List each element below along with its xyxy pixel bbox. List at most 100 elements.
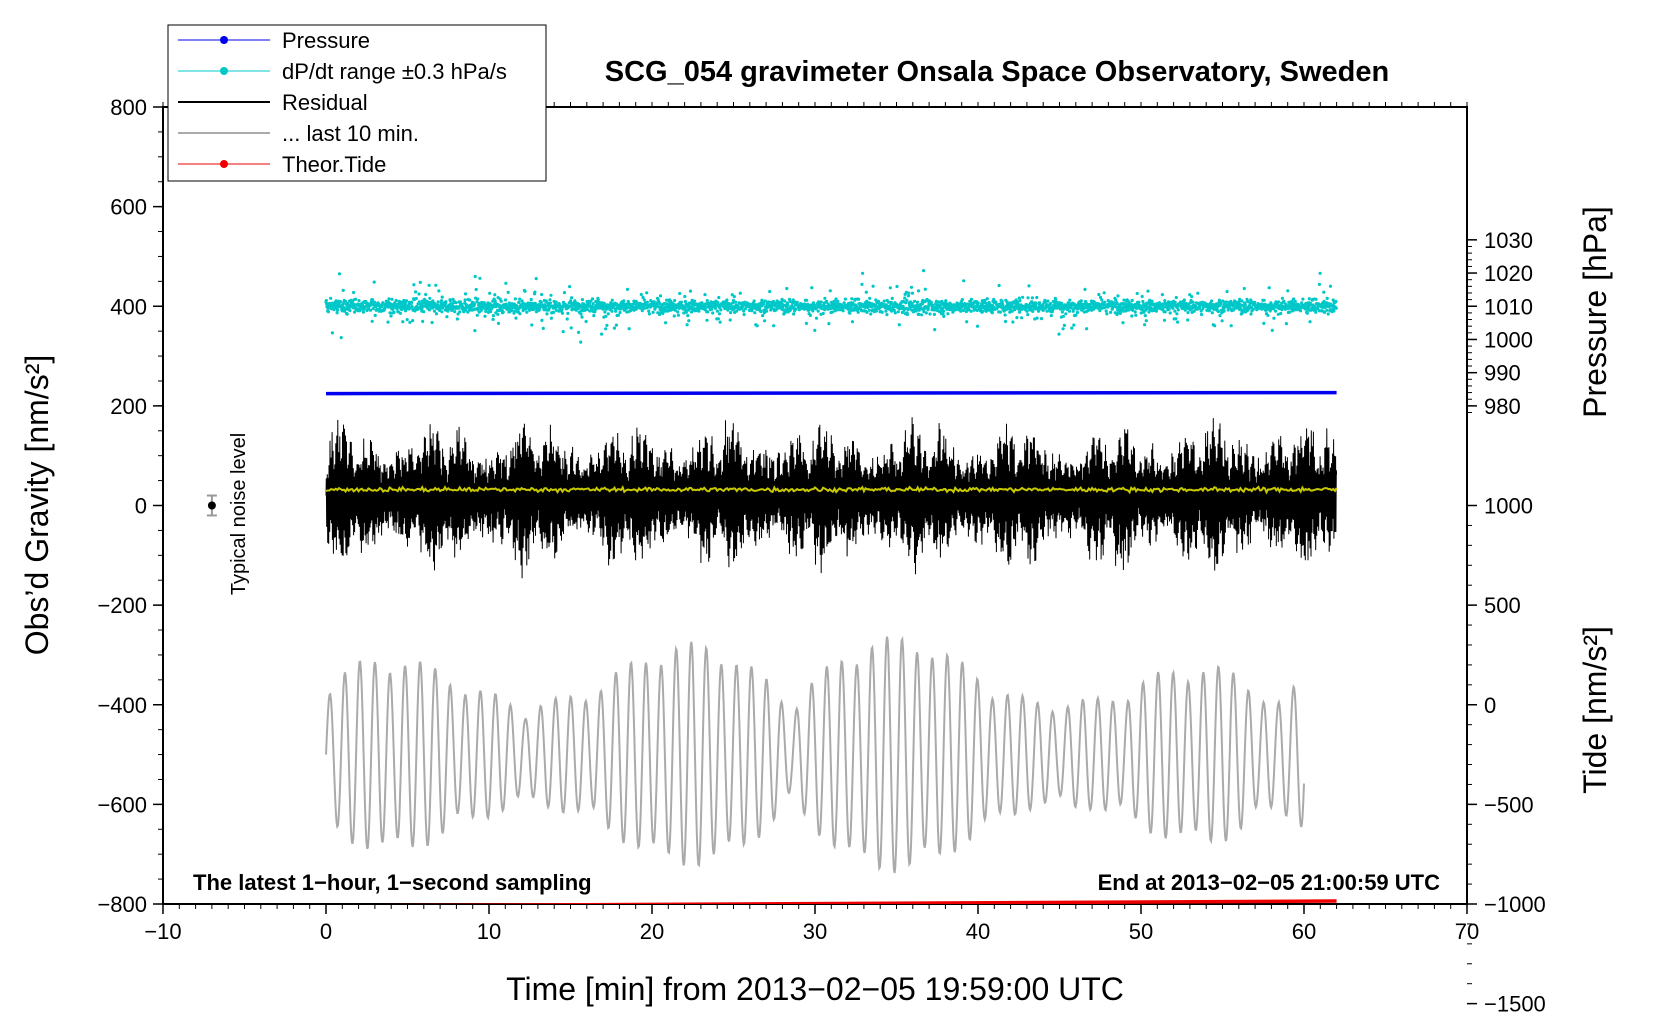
dpdt-point [755,324,759,328]
dpdt-point [842,301,846,305]
dpdt-point [387,297,391,301]
dpdt-point [337,272,342,276]
dpdt-point [692,299,697,303]
dpdt-point [412,283,416,287]
dpdt-point [372,280,376,284]
pressure-tick-label: 1020 [1484,261,1533,286]
dpdt-point [1054,298,1058,302]
dpdt-point [718,305,722,310]
dpdt-point [392,310,396,315]
dpdt-point [589,299,593,303]
dpdt-point [625,287,630,291]
dpdt-point [912,299,917,303]
dpdt-point [600,332,604,336]
dpdt-point [444,300,448,304]
dpdt-point [816,309,820,313]
dpdt-point [1070,326,1074,330]
dpdt-point [884,309,888,313]
dpdt-point [1057,332,1061,336]
dpdt-point [715,309,720,313]
dpdt-point [627,327,631,331]
dpdt-point [1175,305,1179,310]
dpdt-point [473,329,477,333]
dpdt-point [717,295,721,300]
dpdt-point [921,301,925,306]
dpdt-point [570,296,574,300]
dpdt-point [373,313,377,317]
dpdt-point [1130,314,1134,318]
dpdt-point [1181,306,1185,311]
dpdt-point [1026,313,1030,317]
dpdt-point [804,321,809,325]
dpdt-point [540,292,544,297]
dpdt-point [1052,304,1056,308]
dpdt-point [1173,300,1177,305]
dpdt-point [716,300,720,305]
dpdt-point [1253,300,1257,304]
dpdt-point [588,309,592,313]
dpdt-point [369,303,373,307]
dpdt-point [554,300,558,304]
dpdt-point [961,308,966,313]
dpdt-point [410,305,414,309]
dpdt-point [867,308,872,312]
pressure-tick-label: 1030 [1484,228,1533,253]
dpdt-point [513,309,517,313]
dpdt-point [445,315,449,319]
dpdt-point [1322,290,1326,294]
dpdt-point [491,317,495,321]
dpdt-point [1162,305,1166,309]
dpdt-point [1186,311,1190,315]
dpdt-point [1160,293,1164,297]
dpdt-point [408,320,412,324]
dpdt-point [370,319,374,323]
dpdt-point [682,311,686,315]
dpdt-point [335,311,339,315]
x-tick-label: 50 [1129,919,1153,944]
dpdt-point [1017,307,1021,311]
dpdt-point [580,298,585,302]
y-axis-label-pressure: Pressure [hPa] [1577,206,1613,418]
dpdt-point [1025,309,1029,313]
dpdt-point [893,311,897,315]
dpdt-point [386,320,390,324]
dpdt-point [1130,298,1134,303]
theor-tide-line [375,899,1337,904]
dpdt-point [723,306,728,311]
dpdt-point [1162,318,1167,322]
dpdt-point [473,274,477,279]
dpdt-point [705,299,709,303]
dpdt-point [647,312,652,316]
dpdt-point [411,319,415,323]
dpdt-point [330,331,334,335]
dpdt-point [614,323,619,327]
dpdt-point [932,312,937,316]
annotation-end-time: End at 2013−02−05 21:00:59 UTC [1098,870,1441,895]
dpdt-point [1242,286,1246,291]
residual-mean-line [325,485,1338,495]
dpdt-point [414,290,418,294]
dpdt-point [329,296,333,300]
dpdt-point [604,314,608,318]
tide-tick-label: −1500 [1484,992,1546,1017]
x-tick-label: 0 [320,919,332,944]
dpdt-point [332,308,336,312]
dpdt-point [348,308,352,313]
dpdt-point [353,310,357,314]
dpdt-point [515,304,519,308]
dpdt-point [1046,299,1050,303]
dpdt-point [1043,300,1048,304]
dpdt-point [683,294,687,299]
dpdt-point [1161,302,1165,306]
dpdt-point [645,291,649,295]
dpdt-point [1267,286,1271,290]
dpdt-point [1135,291,1139,296]
legend-label: Pressure [282,28,370,53]
dpdt-point [651,310,655,314]
dpdt-point [1280,296,1284,300]
dpdt-point [1085,327,1089,331]
dpdt-point [568,285,572,289]
dpdt-point [432,309,437,313]
dpdt-point [1141,305,1145,309]
